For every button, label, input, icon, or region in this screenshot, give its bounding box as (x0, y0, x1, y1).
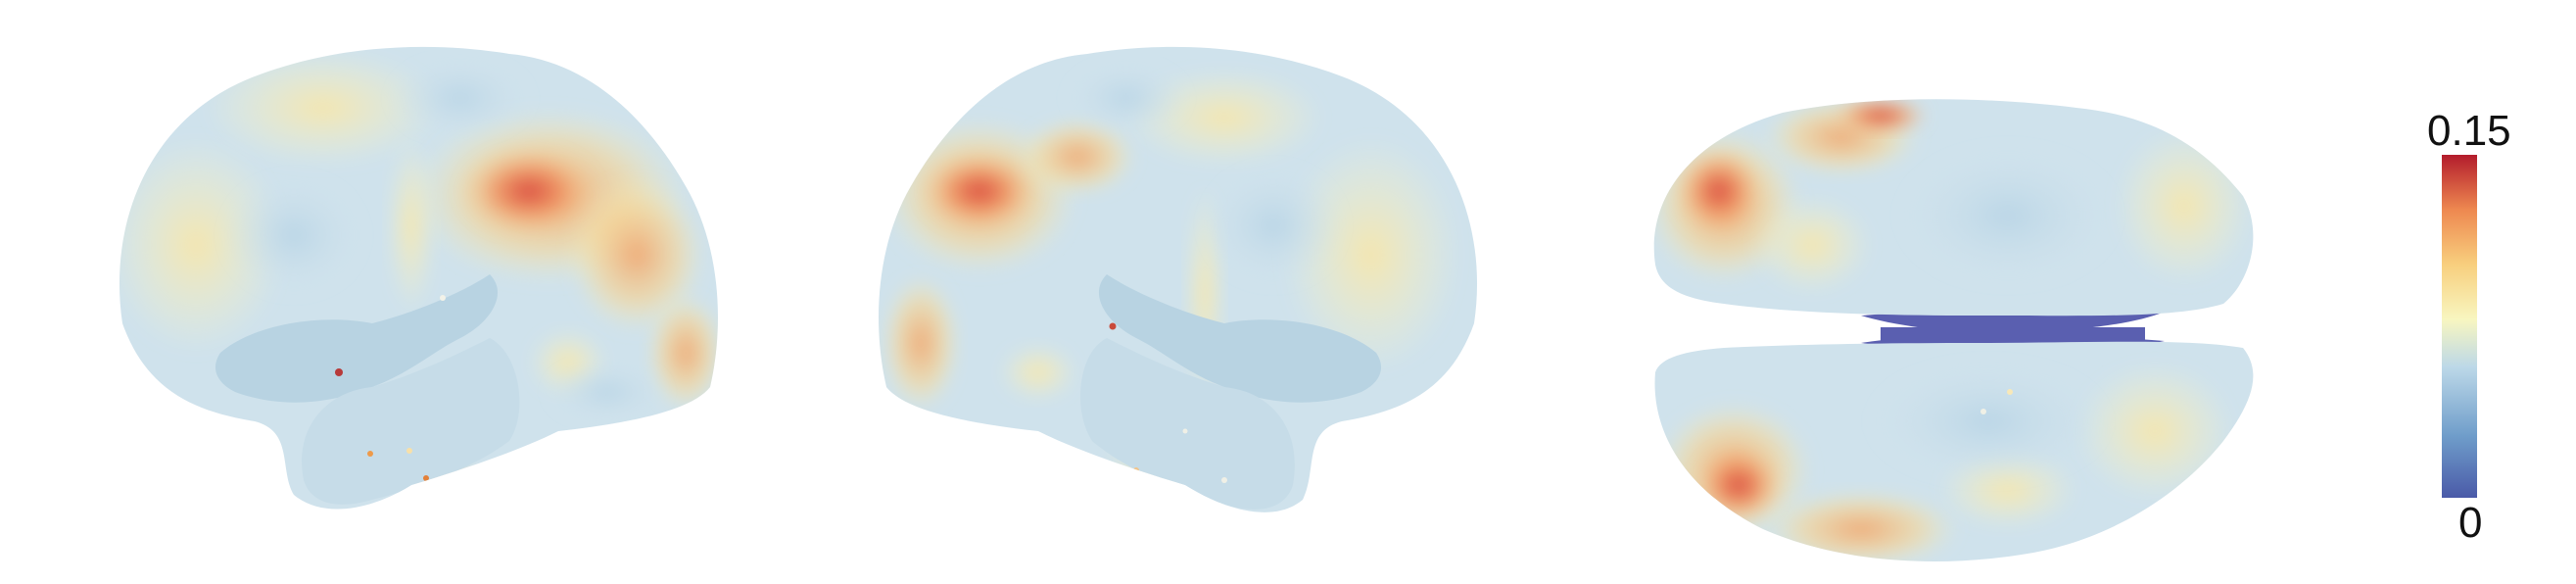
colorbar (2442, 155, 2477, 498)
colorbar-min-label: 0 (2458, 502, 2482, 545)
colorbar-max-label: 0.15 (2427, 110, 2511, 153)
right-hemisphere-lateral-view (852, 29, 1499, 539)
ventral-inferior-view (1636, 88, 2272, 584)
left-hemisphere-lateral-view (98, 29, 744, 539)
colorbar-gradient (2442, 155, 2477, 498)
